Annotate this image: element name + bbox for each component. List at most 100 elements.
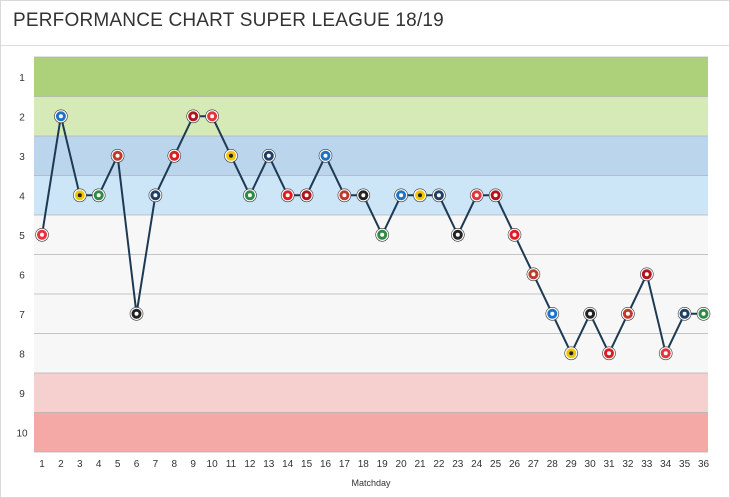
club-marker [186,109,200,124]
x-tick-label: 24 [471,459,483,470]
position-line [41,115,704,355]
x-tick-label: 12 [244,459,256,470]
marker-center [380,232,385,237]
x-tick-label: 11 [226,459,237,470]
marker-center [304,193,309,198]
x-tick-label: 19 [377,459,389,470]
marker-center [323,153,328,158]
marker-center [229,153,233,158]
club-marker [545,306,560,321]
y-tick-label: 4 [19,191,25,202]
x-tick-label: 7 [153,459,159,470]
x-axis-ticks: 1 2 3 4 5 6 7 8 9 10 11 12 13 14 15 16 17 18 19 20 21 22 23 24 2… [39,459,709,470]
x-tick-label: 21 [414,459,426,470]
y-tick-label: 5 [19,231,25,242]
x-tick-label: 34 [660,459,672,470]
marker-center [77,193,82,198]
y-axis-ticks: 1 2 3 4 5 6 7 8 9 10 [16,73,28,440]
x-tick-label: 33 [641,459,653,470]
x-tick-label: 16 [320,459,332,470]
club-marker [205,109,219,124]
x-tick-label: 27 [528,459,540,470]
marker-center [210,114,215,119]
club-marker [394,188,408,203]
marker-center [361,193,366,198]
x-tick-label: 31 [603,459,615,470]
marker-center [588,311,593,316]
club-marker [280,188,295,203]
club-marker [73,188,87,203]
club-marker [526,267,541,282]
title-divider [1,45,729,46]
club-markers [35,109,711,361]
marker-center [96,193,101,198]
club-marker [469,188,484,203]
y-tick-label: 6 [19,270,25,281]
club-marker [148,188,163,203]
x-tick-label: 10 [207,459,219,470]
x-tick-label: 2 [58,459,64,470]
position-bands [34,57,708,452]
club-marker [450,228,465,242]
x-tick-label: 29 [566,459,578,470]
marker-center [531,272,536,277]
marker-center [247,193,252,198]
marker-center [418,193,422,198]
club-marker [261,149,276,163]
chart-title: PERFORMANCE CHART SUPER LEAGUE 18/19 [13,10,444,31]
club-marker [54,109,68,124]
x-tick-label: 30 [585,459,597,470]
x-tick-label: 14 [282,459,294,470]
band-7 [34,412,708,452]
marker-center [493,193,498,198]
club-marker [35,228,49,242]
club-marker [507,228,522,242]
club-marker [243,188,257,203]
x-tick-label: 13 [263,459,275,470]
x-tick-label: 5 [115,459,121,470]
marker-center [266,153,271,158]
x-tick-label: 4 [96,459,102,470]
y-tick-label: 9 [19,389,25,400]
x-tick-label: 17 [339,459,351,470]
club-marker [602,346,616,361]
club-marker [91,188,106,203]
x-tick-label: 15 [301,459,313,470]
marker-center [682,311,687,316]
marker-center [512,232,517,237]
marker-center [625,311,630,316]
y-tick-label: 3 [19,152,25,163]
x-tick-label: 28 [547,459,559,470]
x-tick-label: 18 [358,459,370,470]
marker-center [285,193,290,198]
club-marker [129,306,144,321]
y-tick-label: 2 [19,112,25,123]
club-marker [621,306,635,321]
marker-center [550,311,555,316]
band-1 [34,57,708,97]
club-marker [488,188,503,203]
club-marker [564,346,579,361]
marker-center [569,351,574,356]
x-tick-label: 8 [172,459,178,470]
club-marker [375,228,390,242]
x-tick-label: 9 [190,459,196,470]
x-axis-title: Matchday [351,478,391,488]
marker-center [474,193,479,198]
club-marker [356,188,371,203]
marker-center [607,351,611,356]
club-marker [167,149,182,163]
y-tick-label: 1 [19,73,25,84]
x-tick-label: 32 [622,459,634,470]
x-tick-label: 1 [39,459,45,470]
x-tick-label: 20 [396,459,408,470]
y-tick-label: 8 [19,349,25,360]
club-marker [224,149,238,163]
y-tick-label: 10 [16,428,28,439]
x-tick-label: 35 [679,459,691,470]
band-6 [34,373,708,413]
club-marker [658,346,673,361]
club-marker [299,188,314,203]
x-tick-label: 6 [134,459,140,470]
